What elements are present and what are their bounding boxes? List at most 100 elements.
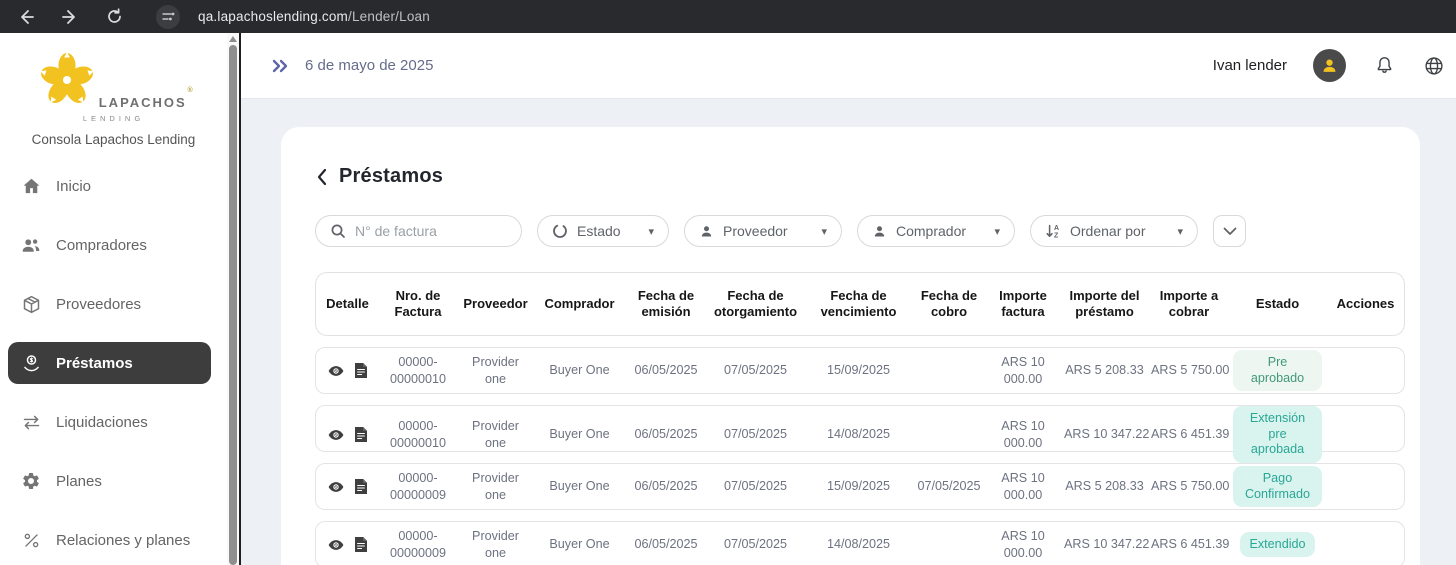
eye-icon[interactable] [327, 536, 345, 554]
estado-filter[interactable]: Estado ▾ [537, 215, 669, 247]
avatar[interactable] [1313, 49, 1346, 82]
cell-importe-cobrar: ARS 5 750.00 [1151, 479, 1230, 493]
scrollbar-up-arrow[interactable] [229, 36, 237, 42]
eye-icon[interactable] [327, 426, 345, 444]
svg-text:Z: Z [1054, 233, 1059, 240]
table-row: 00000-00000009 Provider one Buyer One 06… [315, 463, 1405, 510]
browser-back-icon[interactable] [16, 7, 36, 27]
current-date: 6 de mayo de 2025 [305, 57, 434, 74]
brand-logo: LAPACHOS ® LENDING Consola Lapachos Lendi… [0, 33, 227, 147]
invoice-search-field[interactable] [315, 215, 522, 247]
status-badge: Pago Confirmado [1233, 465, 1322, 508]
sidebar-item-planes[interactable]: Planes [8, 460, 211, 502]
invoice-doc-icon[interactable] [354, 426, 368, 443]
sidebar-item-prestamos[interactable]: Préstamos [8, 342, 211, 384]
cell-importe-factura: ARS 10 000.00 [1001, 354, 1045, 386]
proveedor-filter[interactable]: Proveedor ▾ [684, 215, 842, 247]
detail-cell [316, 536, 379, 554]
chevron-down-icon: ▾ [1177, 225, 1183, 238]
browser-forward-icon[interactable] [60, 7, 80, 27]
cell-fecha-vencimiento: 15/09/2025 [826, 479, 891, 493]
cell-fecha-vencimiento: 15/09/2025 [826, 363, 891, 377]
expand-sidebar-icon[interactable] [271, 57, 291, 75]
cell-invoice-number: 00000-00000010 [389, 354, 447, 386]
status-badge: Pre aprobado [1233, 349, 1322, 392]
topbar: 6 de mayo de 2025 Ivan lender [241, 33, 1456, 99]
cell-invoice-number: 00000-00000010 [389, 418, 447, 450]
back-chevron-icon[interactable] [315, 168, 329, 186]
address-bar[interactable]: qa.lapachoslending.com/Lender/Loan [198, 9, 430, 24]
col-header-fecha-vencimiento: Fecha de vencimiento [820, 287, 897, 319]
cell-fecha-vencimiento: 14/08/2025 [826, 537, 891, 551]
eye-icon[interactable] [327, 362, 345, 380]
collapse-filters-button[interactable] [1213, 215, 1246, 247]
col-header-importe-factura: Importe factura [999, 287, 1047, 319]
sidebar-item-compradores[interactable]: Compradores [8, 224, 211, 266]
site-info-icon[interactable] [156, 4, 180, 29]
chevron-down-icon: ▾ [648, 225, 654, 238]
url-domain: qa.lapachoslending.com [198, 9, 348, 24]
status-badge: Extendido [1240, 531, 1315, 558]
cell-fecha-vencimiento: 14/08/2025 [826, 427, 891, 442]
col-header-detalle: Detalle [326, 295, 369, 311]
sidebar-item-label: Proveedores [56, 295, 142, 313]
cell-importe-prestamo: ARS 10 347.22 [1064, 537, 1150, 551]
col-header-fecha-cobro: Fecha de cobro [920, 287, 978, 319]
gear-icon [20, 470, 42, 492]
sidebar: LAPACHOS ® LENDING Consola Lapachos Lendi… [0, 33, 227, 565]
eye-icon[interactable] [327, 478, 345, 496]
col-header-fecha-emision: Fecha de emisión [637, 287, 695, 319]
browser-chrome: qa.lapachoslending.com/Lender/Loan [0, 0, 1456, 33]
search-input[interactable] [355, 223, 507, 239]
cell-fecha-emision: 06/05/2025 [634, 537, 698, 551]
table-row: 00000-00000010 Provider one Buyer One 06… [315, 405, 1405, 464]
sidebar-item-label: Préstamos [56, 354, 133, 372]
svg-text:A: A [1054, 225, 1059, 232]
status-badge: Extensión pre aprobada [1233, 406, 1322, 464]
comprador-filter[interactable]: Comprador ▾ [857, 215, 1015, 247]
browser-refresh-icon[interactable] [104, 7, 124, 27]
sidebar-item-liquidaciones[interactable]: Liquidaciones [8, 401, 211, 443]
registered-mark: ® [187, 87, 195, 94]
notifications-bell-icon[interactable] [1372, 54, 1396, 78]
invoice-doc-icon[interactable] [354, 478, 368, 495]
col-header-importe-cobrar: Importe a cobrar [1159, 287, 1219, 319]
col-header-proveedor: Proveedor [463, 295, 528, 311]
sidebar-item-label: Relaciones y planes [56, 531, 191, 549]
cell-fecha-emision: 06/05/2025 [634, 363, 698, 377]
sidebar-scrollbar [227, 33, 239, 565]
sidebar-item-proveedores[interactable]: Proveedores [8, 283, 211, 325]
col-header-comprador: Comprador [544, 295, 615, 311]
person-icon [699, 224, 714, 239]
cell-proveedor: Provider one [472, 354, 519, 386]
cell-invoice-number: 00000-00000009 [389, 470, 447, 502]
language-globe-icon[interactable] [1422, 54, 1446, 78]
invoice-doc-icon[interactable] [354, 536, 368, 553]
sidebar-item-label: Inicio [56, 177, 92, 195]
url-path: /Lender/Loan [348, 9, 430, 24]
invoice-doc-icon[interactable] [354, 362, 368, 379]
scrollbar-thumb[interactable] [229, 45, 237, 565]
sidebar-item-relaciones[interactable]: Relaciones y planes [8, 519, 211, 561]
cell-invoice-number: 00000-00000009 [389, 528, 447, 560]
cell-importe-cobrar: ARS 6 451.39 [1151, 537, 1230, 551]
detail-cell [316, 426, 379, 444]
sidebar-item-label: Planes [56, 472, 102, 490]
cell-comprador: Buyer One [549, 363, 610, 377]
content-area: Préstamos Estado ▾ [241, 99, 1456, 565]
sidebar-item-inicio[interactable]: Inicio [8, 165, 211, 207]
cell-estado: Pre aprobado [1230, 349, 1325, 392]
cell-comprador: Buyer One [549, 427, 610, 442]
detail-cell [316, 478, 379, 496]
col-header-importe-prestamo: Importe del préstamo [1069, 287, 1140, 319]
package-icon [20, 293, 42, 315]
brand-name: LAPACHOS ® [98, 87, 195, 110]
table-row: 00000-00000010 Provider one Buyer One 06… [315, 347, 1405, 394]
hand-coin-icon [20, 352, 42, 374]
status-circle-icon [552, 223, 568, 239]
cell-fecha-otorgamiento: 07/05/2025 [723, 363, 788, 377]
cell-estado: Pago Confirmado [1230, 465, 1325, 508]
cell-importe-prestamo: ARS 5 208.33 [1065, 363, 1144, 377]
